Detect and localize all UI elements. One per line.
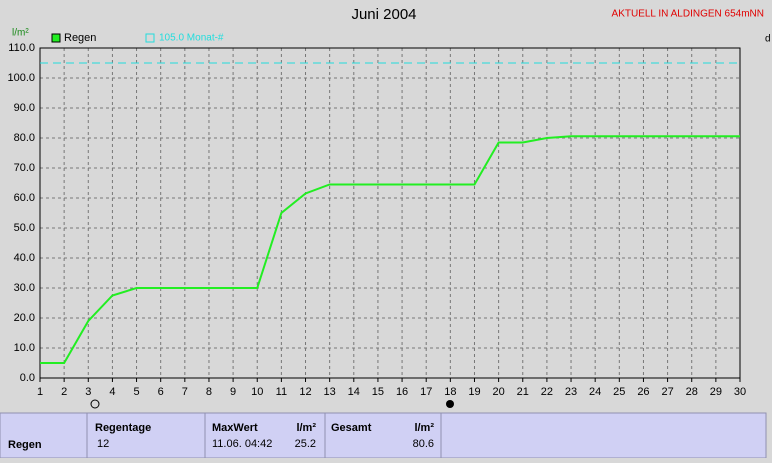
y-tick-label: 60.0 [14, 192, 35, 204]
x-tick-label: 29 [710, 386, 722, 398]
y-tick-label: 30.0 [14, 282, 35, 294]
x-tick-label: 13 [324, 386, 336, 398]
x-tick-label: 7 [182, 386, 188, 398]
y-tick-label: 110.0 [8, 42, 35, 54]
x-tick-label: 3 [85, 386, 91, 398]
x-tick-label: 12 [299, 386, 311, 398]
x-tick-label: 18 [444, 386, 456, 398]
y-tick-label: 70.0 [14, 162, 35, 174]
legend-label: 105.0 Monat-# [159, 33, 224, 44]
y-tick-label: 10.0 [14, 342, 35, 354]
x-tick-label: 22 [541, 386, 553, 398]
summary-panel [0, 412, 767, 459]
x-tick-label: 2 [61, 386, 67, 398]
x-axis-label: d [765, 34, 771, 45]
x-tick-label: 30 [734, 386, 746, 398]
y-axis-label: l/m² [12, 28, 29, 39]
x-tick-label: 28 [686, 386, 698, 398]
cell: 25.2 [295, 438, 316, 450]
column-header: Regentage [95, 422, 151, 434]
unit: l/m² [414, 422, 434, 434]
x-tick-label: 21 [517, 386, 529, 398]
moon-icon [90, 399, 100, 409]
y-tick-label: 40.0 [14, 252, 35, 264]
x-tick-label: 1 [37, 386, 43, 398]
legend-swatch [145, 33, 155, 43]
y-tick-label: 50.0 [14, 222, 35, 234]
y-tick-label: 0.0 [20, 372, 35, 384]
x-tick-label: 25 [613, 386, 625, 398]
legend-swatch [51, 33, 61, 43]
x-tick-label: 27 [661, 386, 673, 398]
unit: l/m² [296, 422, 316, 434]
x-tick-label: 15 [372, 386, 384, 398]
legend-label: Regen [64, 32, 96, 44]
x-tick-label: 14 [348, 386, 360, 398]
annotation: AKTUELL IN ALDINGEN 654mNN [612, 9, 764, 20]
x-tick-label: 10 [251, 386, 263, 398]
y-tick-label: 90.0 [14, 102, 35, 114]
x-tick-label: 17 [420, 386, 432, 398]
cell: 11.06. 04:42 [212, 438, 272, 450]
column-header: Gesamt [331, 422, 372, 434]
x-tick-label: 23 [565, 386, 577, 398]
y-tick-label: 20.0 [14, 312, 35, 324]
moon-icon [446, 400, 454, 408]
y-tick-label: 80.0 [14, 132, 35, 144]
y-tick-label: 100.0 [7, 72, 35, 84]
x-tick-label: 6 [158, 386, 164, 398]
cell: 12 [97, 438, 109, 450]
x-tick-label: 4 [109, 386, 115, 398]
x-tick-label: 19 [468, 386, 480, 398]
series-line [40, 135, 740, 364]
x-tick-label: 16 [396, 386, 408, 398]
row-label: Regen [8, 439, 42, 451]
x-tick-label: 5 [133, 386, 139, 398]
cell: 80.6 [413, 438, 434, 450]
x-tick-label: 24 [589, 386, 601, 398]
plot-frame [39, 47, 741, 379]
x-tick-label: 11 [276, 386, 287, 398]
x-tick-label: 20 [492, 386, 504, 398]
x-tick-label: 8 [206, 386, 212, 398]
column-header: MaxWert [212, 422, 258, 434]
x-tick-label: 26 [637, 386, 649, 398]
chart-title: Juni 2004 [351, 6, 416, 23]
x-tick-label: 9 [230, 386, 236, 398]
